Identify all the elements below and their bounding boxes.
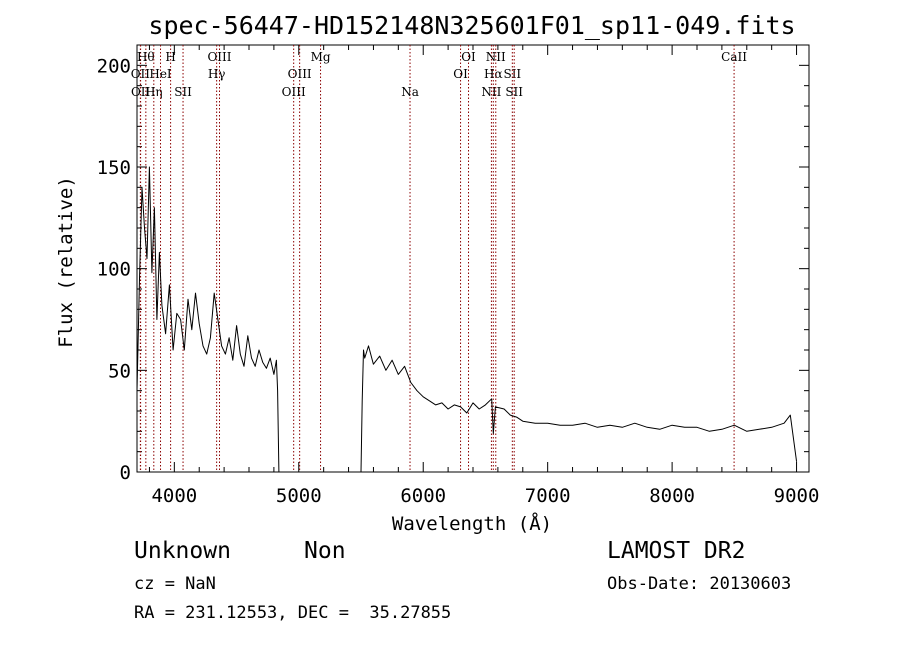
line-label: Mg (311, 50, 331, 64)
line-label: Hη (145, 85, 163, 99)
axes: 4000 5000 6000 7000 8000 9000 0 50 100 150 200 (97, 44, 820, 507)
x-tick-label: 7000 (525, 485, 571, 507)
line-label: Hγ (208, 67, 226, 81)
line-label: OIII (207, 50, 231, 64)
line-label: Hα (484, 67, 503, 81)
x-axis-label: Wavelength (Å) (392, 512, 552, 535)
y-tick-label: 0 (120, 462, 131, 484)
line-label: Hθ (137, 50, 155, 64)
line-label: SII (503, 67, 521, 81)
spectrum-line (136, 166, 798, 473)
spectrum-series (136, 166, 798, 473)
y-tick-label: 100 (97, 259, 131, 281)
line-label: OI (453, 67, 468, 81)
x-tick-label: 5000 (276, 485, 322, 507)
y-tick-label: 200 (97, 55, 131, 77)
y-axis-label: Flux (relative) (55, 176, 77, 348)
x-tick-label: 4000 (151, 485, 197, 507)
line-label: SII (174, 85, 192, 99)
coordinates: RA = 231.12553, DEC = 35.27855 (134, 603, 452, 623)
y-tick-label: 50 (108, 360, 131, 382)
x-tick-label: 8000 (649, 485, 695, 507)
x-tick-label: 9000 (774, 485, 820, 507)
y-tick-label: 150 (97, 157, 131, 179)
line-label: H (165, 50, 175, 64)
x-tick-label: 6000 (400, 485, 446, 507)
line-label: CaII (721, 50, 747, 64)
object-subclass: Non (304, 538, 346, 564)
line-label: OIII (288, 67, 312, 81)
redshift-value: cz = NaN (134, 574, 216, 594)
line-label: OIII (282, 85, 306, 99)
plot-frame (136, 44, 810, 473)
line-label: NII (486, 50, 506, 64)
line-label: Na (401, 85, 419, 99)
object-class: Unknown (134, 538, 231, 564)
chart-title: spec-56447-HD152148N325601F01_sp11-049.f… (148, 11, 795, 40)
observation-date: Obs-Date: 20130603 (607, 574, 792, 594)
line-label: NII (481, 85, 501, 99)
survey-name: LAMOST DR2 (607, 538, 746, 564)
line-label: HeI (149, 67, 172, 81)
line-label: SII (505, 85, 523, 99)
line-label: OI (461, 50, 476, 64)
emission-lines: OIIOIIHθHηHeIHSIIHγOIIIOIIIOIIIMgNaOIOIN… (131, 45, 747, 472)
